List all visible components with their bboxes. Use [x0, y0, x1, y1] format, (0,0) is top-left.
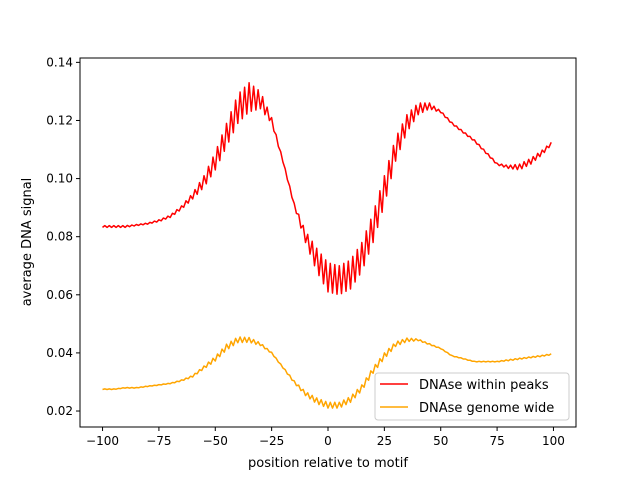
x-axis-label: position relative to motif: [248, 456, 408, 471]
legend-label-peaks: DNAse within peaks: [419, 378, 549, 393]
legend: DNAse within peaks DNAse genome wide: [374, 372, 570, 421]
x-tick-label: −50: [203, 434, 228, 448]
y-tick-label: 0.10: [46, 172, 73, 186]
y-tick-label: 0.02: [46, 404, 73, 418]
x-tick-label: 25: [377, 434, 392, 448]
x-tick-label: 50: [433, 434, 448, 448]
y-axis-label: average DNA signal: [20, 178, 35, 307]
x-tick-label: 0: [324, 434, 332, 448]
y-tick-label: 0.14: [46, 55, 73, 69]
series-line-dnase-within-peaks: [102, 81, 552, 295]
y-tick-label: 0.06: [46, 288, 73, 302]
x-tick-label: −25: [259, 434, 284, 448]
legend-label-genome: DNAse genome wide: [419, 401, 554, 416]
y-tick-label: 0.04: [46, 346, 73, 360]
x-tick-label: 100: [542, 434, 565, 448]
series-line-dnase-genome-wide: [102, 336, 552, 409]
x-tick-label: −75: [146, 434, 171, 448]
x-tick-label: 75: [489, 434, 504, 448]
x-tick-label: −100: [86, 434, 119, 448]
y-tick-label: 0.12: [46, 113, 73, 127]
y-tick-label: 0.08: [46, 230, 73, 244]
